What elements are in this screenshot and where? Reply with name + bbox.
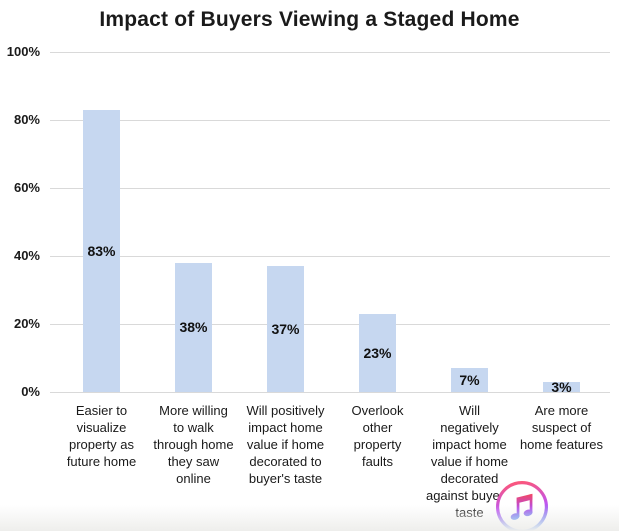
gridline bbox=[50, 188, 610, 189]
bar-1 bbox=[83, 109, 120, 392]
chart-title: Impact of Buyers Viewing a Staged Home bbox=[99, 8, 520, 31]
y-axis-tick-label: 40% bbox=[13, 248, 40, 263]
bar-value-label: 7% bbox=[459, 372, 480, 389]
gridline bbox=[50, 324, 610, 325]
bar-value-label: 83% bbox=[87, 242, 116, 259]
bar-6 bbox=[543, 381, 580, 392]
y-axis-tick-label: 20% bbox=[13, 316, 40, 331]
gridline bbox=[50, 392, 610, 393]
x-axis-category-label: Will positively impact home value if hom… bbox=[246, 403, 325, 486]
y-axis-tick-label: 0% bbox=[21, 384, 40, 399]
itunes-music-icon[interactable] bbox=[495, 480, 549, 531]
itunes-icon-ring bbox=[496, 481, 548, 531]
bar-2 bbox=[175, 262, 212, 392]
gridline bbox=[50, 256, 610, 257]
x-axis-category-label: Are more suspect of home features bbox=[519, 403, 604, 452]
bar-value-label: 37% bbox=[271, 321, 300, 338]
bar-value-label: 3% bbox=[551, 378, 572, 395]
y-axis-tick-label: 60% bbox=[13, 180, 40, 195]
bar-3 bbox=[267, 266, 304, 392]
gridline bbox=[50, 120, 610, 121]
x-axis-category-label: Overlook other property faults bbox=[351, 403, 404, 469]
x-axis-category-label: More willing to walk through home they s… bbox=[153, 403, 234, 486]
y-axis-tick-label: 100% bbox=[6, 44, 40, 59]
bar-value-label: 38% bbox=[179, 319, 208, 336]
music-note-glyph bbox=[510, 493, 533, 520]
bar-value-label: 23% bbox=[363, 344, 392, 361]
y-axis-tick-label: 80% bbox=[13, 112, 40, 127]
x-axis-category-label: Easier to visualize property as future h… bbox=[66, 403, 137, 469]
bar-4 bbox=[359, 313, 396, 392]
gridline bbox=[50, 52, 610, 53]
bar-5 bbox=[451, 368, 488, 392]
